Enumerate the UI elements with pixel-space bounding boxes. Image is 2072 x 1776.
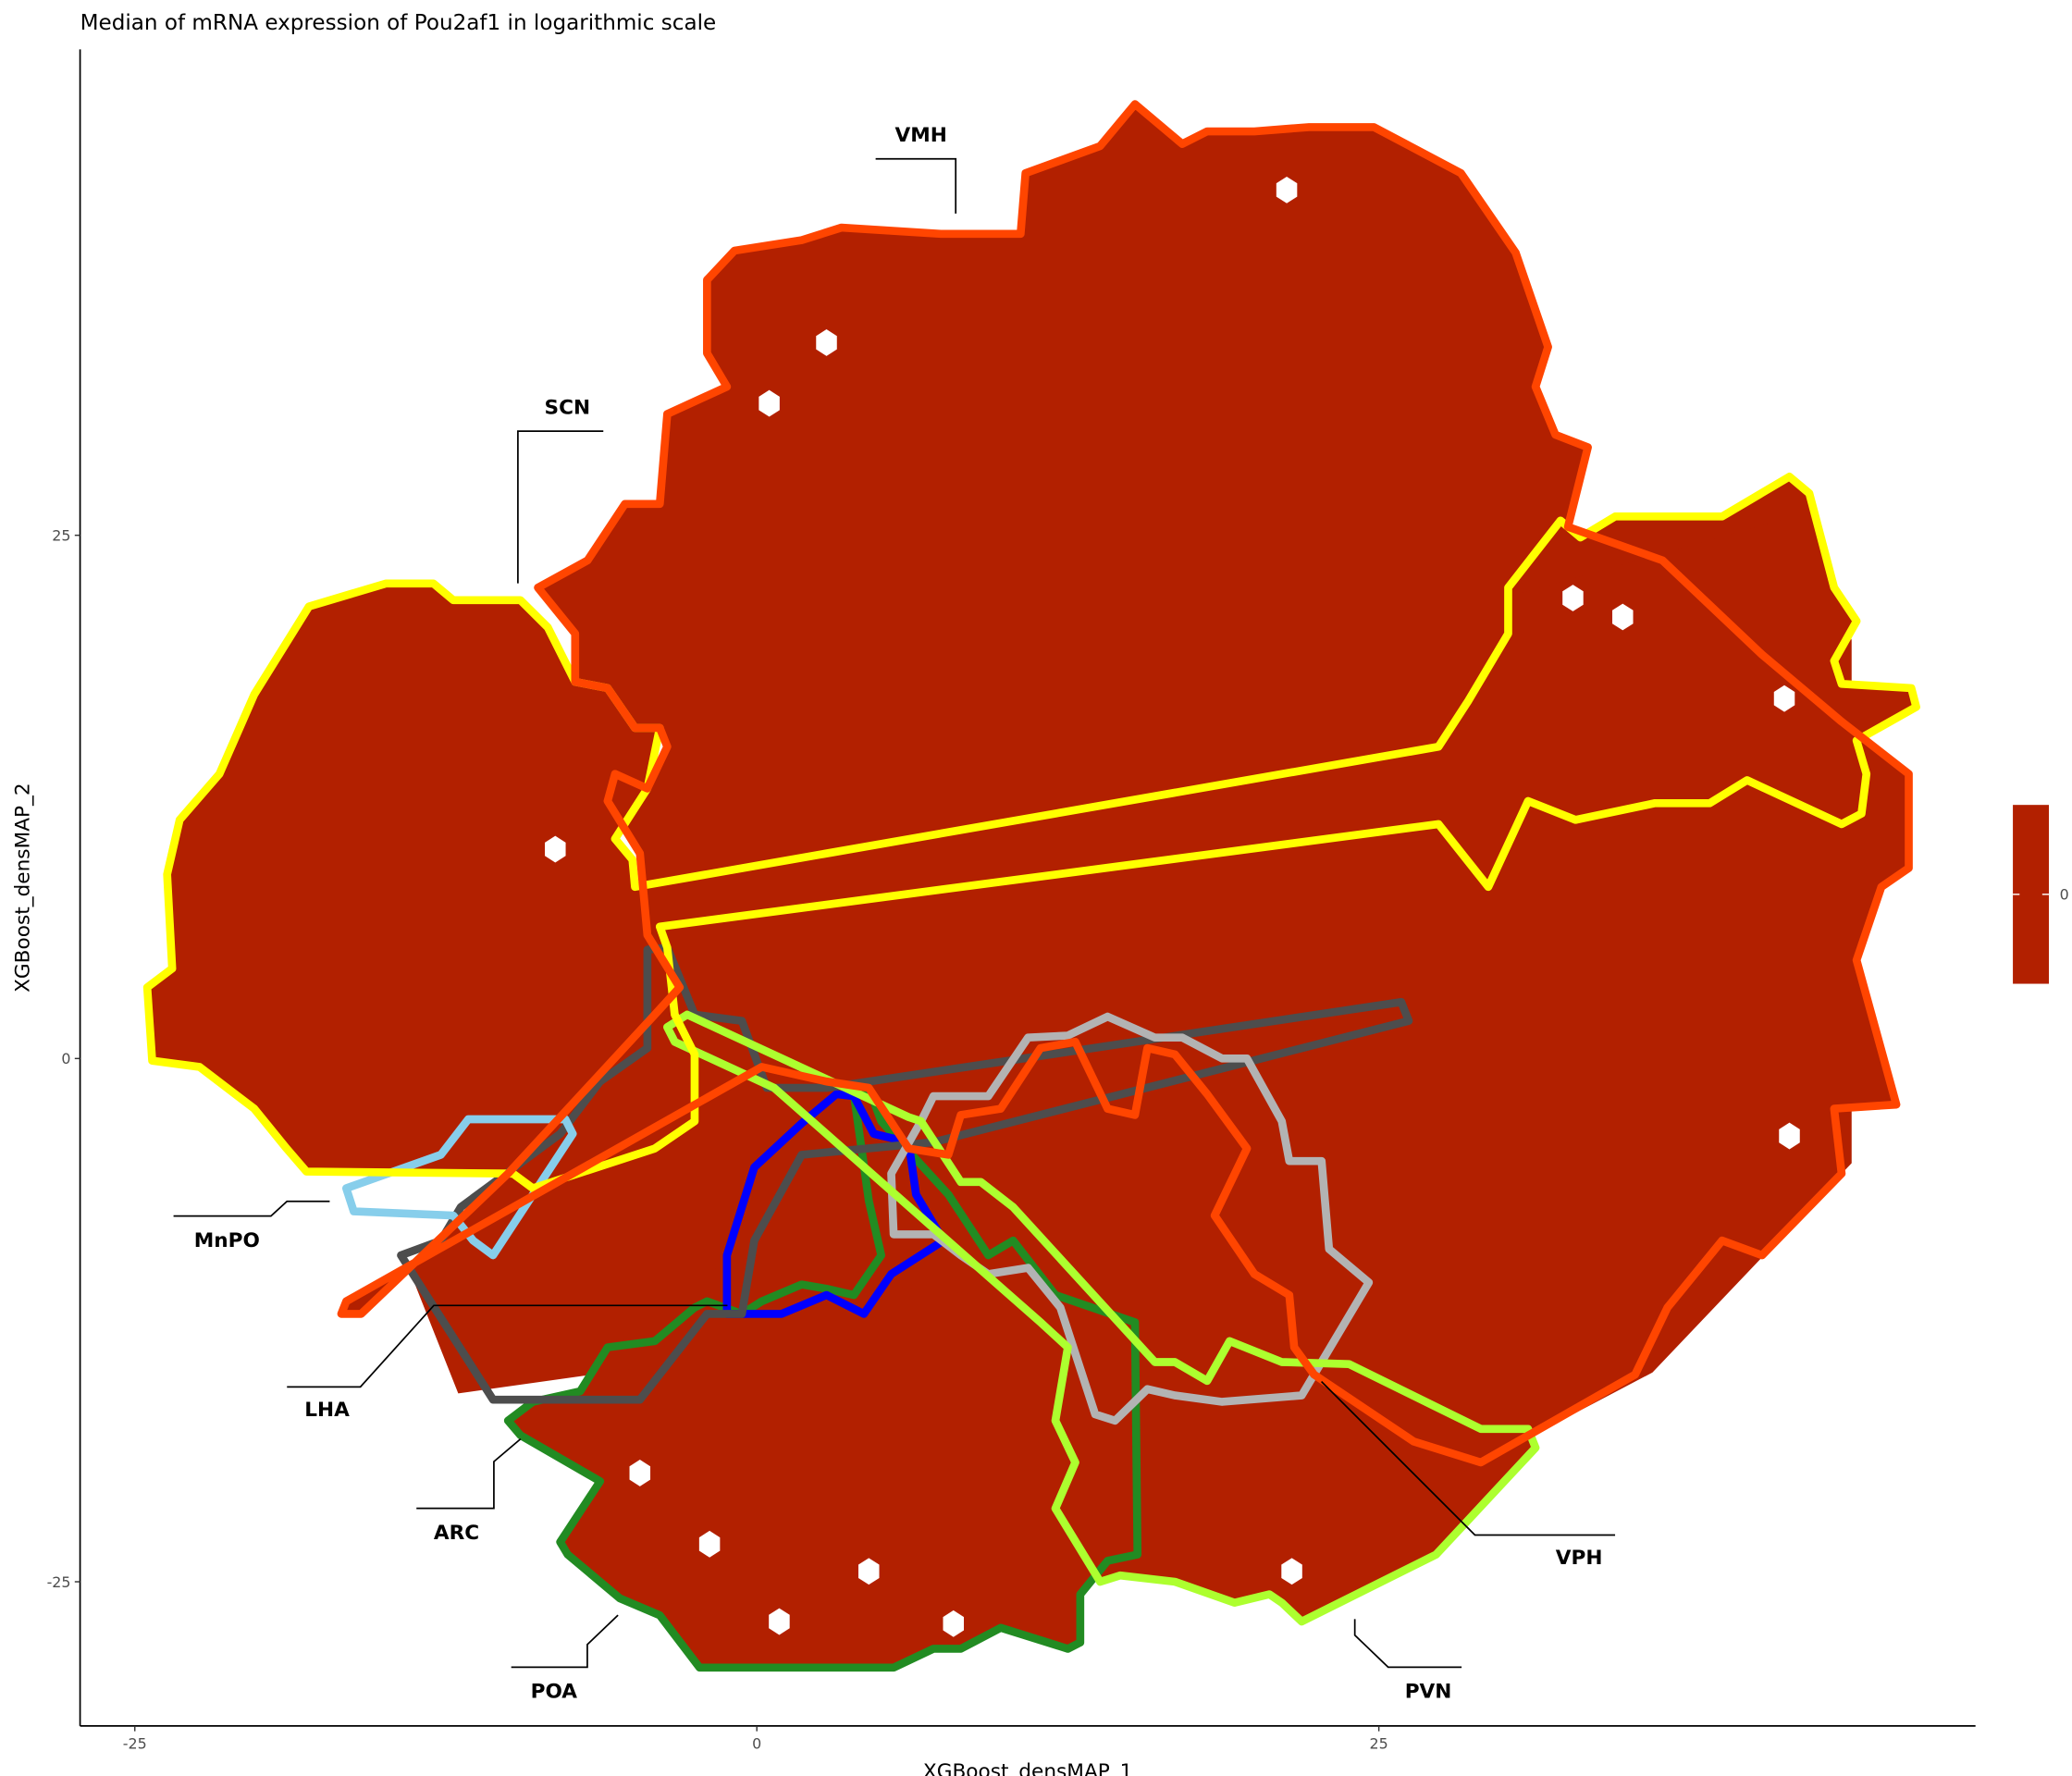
leader-line-poa — [511, 1614, 619, 1669]
empty-hex-cell — [758, 389, 780, 417]
empty-hex-cell — [1562, 585, 1584, 611]
x-tick-label: 0 — [752, 1734, 761, 1752]
colorbar: 0 — [2013, 805, 2069, 984]
contour-pvn — [663, 1010, 1540, 1626]
hex-coverage-patch — [707, 1267, 1130, 1561]
region-label-vmh: VMH — [895, 124, 947, 147]
y-tick-label: -25 — [47, 1573, 71, 1591]
y-axis-title: XGBoost_densMAP_2 — [12, 783, 35, 993]
region-label-lha: LHA — [304, 1399, 350, 1422]
x-tick-label: 25 — [1370, 1734, 1388, 1752]
leader-line-scn — [517, 430, 604, 584]
leader-line-mnpo — [173, 1200, 330, 1217]
hex-coverage-scn — [147, 476, 1917, 1189]
chart-title: Median of mRNA expression of Pou2af1 in … — [80, 11, 717, 35]
empty-hex-cell — [629, 1459, 651, 1486]
x-axis-title: XGBoost_densMAP_1 — [923, 1760, 1133, 1776]
region-label-poa: POA — [531, 1681, 578, 1704]
empty-hex-cell — [698, 1530, 721, 1558]
empty-hex-cell — [1276, 176, 1298, 204]
empty-hex-cell — [271, 1177, 292, 1204]
region-contours — [142, 100, 1920, 1672]
empty-hex-cell — [943, 1610, 965, 1637]
y-tick-label: 25 — [52, 526, 70, 544]
empty-hex-cell — [816, 329, 837, 356]
empty-hex-layer — [271, 176, 1800, 1637]
label-leader-lines — [173, 157, 1616, 1669]
leader-line-pvn — [1353, 1619, 1462, 1669]
empty-hex-cell — [1779, 1122, 1800, 1150]
region-label-scn: SCN — [545, 396, 591, 419]
empty-hex-cell — [769, 1608, 790, 1635]
empty-hex-cell — [1773, 684, 1795, 712]
hexbin-fill-layer — [147, 104, 1917, 1668]
leader-line-vph — [1320, 1380, 1616, 1536]
leader-line-lha — [287, 1304, 728, 1388]
colorbar-tick-label: 0 — [2060, 886, 2069, 904]
region-label-arc: ARC — [434, 1522, 479, 1545]
empty-hex-cell — [1281, 1558, 1302, 1585]
y-tick-label: 0 — [61, 1050, 70, 1067]
axis-ticks: -25 0 25 -25 0 25 — [47, 526, 1388, 1752]
region-label-vph: VPH — [1556, 1547, 1603, 1570]
x-tick-label: -25 — [123, 1734, 147, 1752]
empty-hex-cell — [858, 1558, 880, 1585]
empty-hex-cell — [545, 835, 566, 863]
contour-vmh — [337, 100, 1913, 1467]
region-labels: VMH SCN MnPO LHA ARC POA VPH PVN — [194, 124, 1603, 1704]
region-label-mnpo: MnPO — [194, 1229, 260, 1252]
region-label-pvn: PVN — [1405, 1681, 1452, 1704]
leader-line-arc — [416, 1437, 522, 1510]
hex-coverage-patch — [1503, 514, 1852, 850]
leader-line-vmh — [875, 157, 957, 214]
empty-hex-cell — [1612, 603, 1634, 631]
